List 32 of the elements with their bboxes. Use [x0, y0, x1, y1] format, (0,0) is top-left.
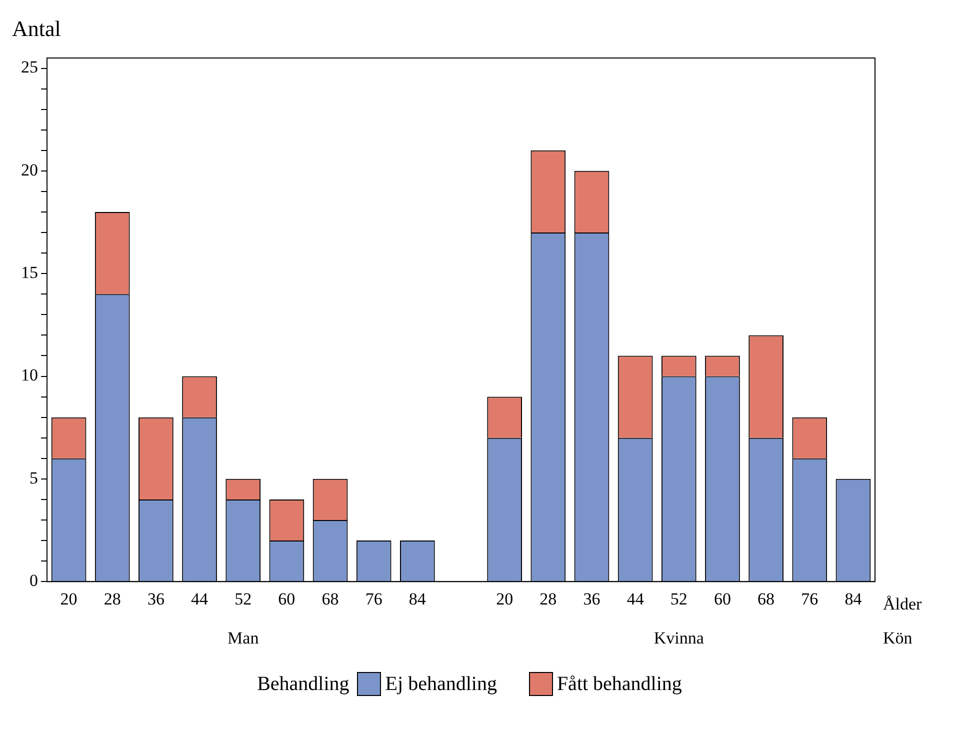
x-tick-label: 60	[714, 589, 731, 608]
x-tick-label: 36	[147, 589, 164, 608]
legend-label: Ej behandling	[385, 672, 497, 696]
x-tick-label: 20	[60, 589, 78, 608]
y-tick-label: 5	[30, 468, 38, 488]
x-tick-label: 84	[408, 589, 426, 608]
x-tick-label: 36	[583, 589, 600, 608]
y-tick-label: 25	[21, 58, 38, 77]
y-tick-label: 20	[21, 160, 38, 180]
y-tick-label: 0	[30, 571, 38, 590]
x-tick-label: 28	[104, 589, 121, 608]
x-tick-label: 52	[234, 589, 252, 608]
x-tick-label: 76	[801, 589, 818, 608]
x-tick-label: 20	[496, 589, 514, 608]
x-axis-title: Ålder	[883, 594, 922, 614]
y-tick-label: 15	[21, 263, 38, 282]
x-tick-label: 52	[670, 589, 688, 608]
x-tick-label: 44	[626, 589, 644, 608]
x-tick-label: 68	[758, 589, 775, 608]
x-tick-label: 44	[191, 589, 209, 608]
text: Man	[228, 628, 260, 648]
legend-label: Fått behandling	[556, 672, 682, 696]
x-tick-label: 76	[365, 589, 382, 608]
x-tick-label: 60	[278, 589, 296, 608]
x-tick-label: 28	[540, 589, 557, 608]
text: Kvinna	[654, 628, 704, 648]
x-tick-label: 84	[844, 589, 862, 608]
y-tick-label: 10	[21, 366, 38, 385]
y-axis-title: Antal	[12, 16, 61, 41]
text: Kön	[883, 628, 913, 648]
x-tick-label: 68	[322, 589, 339, 608]
legend-title: Behandling	[257, 672, 350, 696]
